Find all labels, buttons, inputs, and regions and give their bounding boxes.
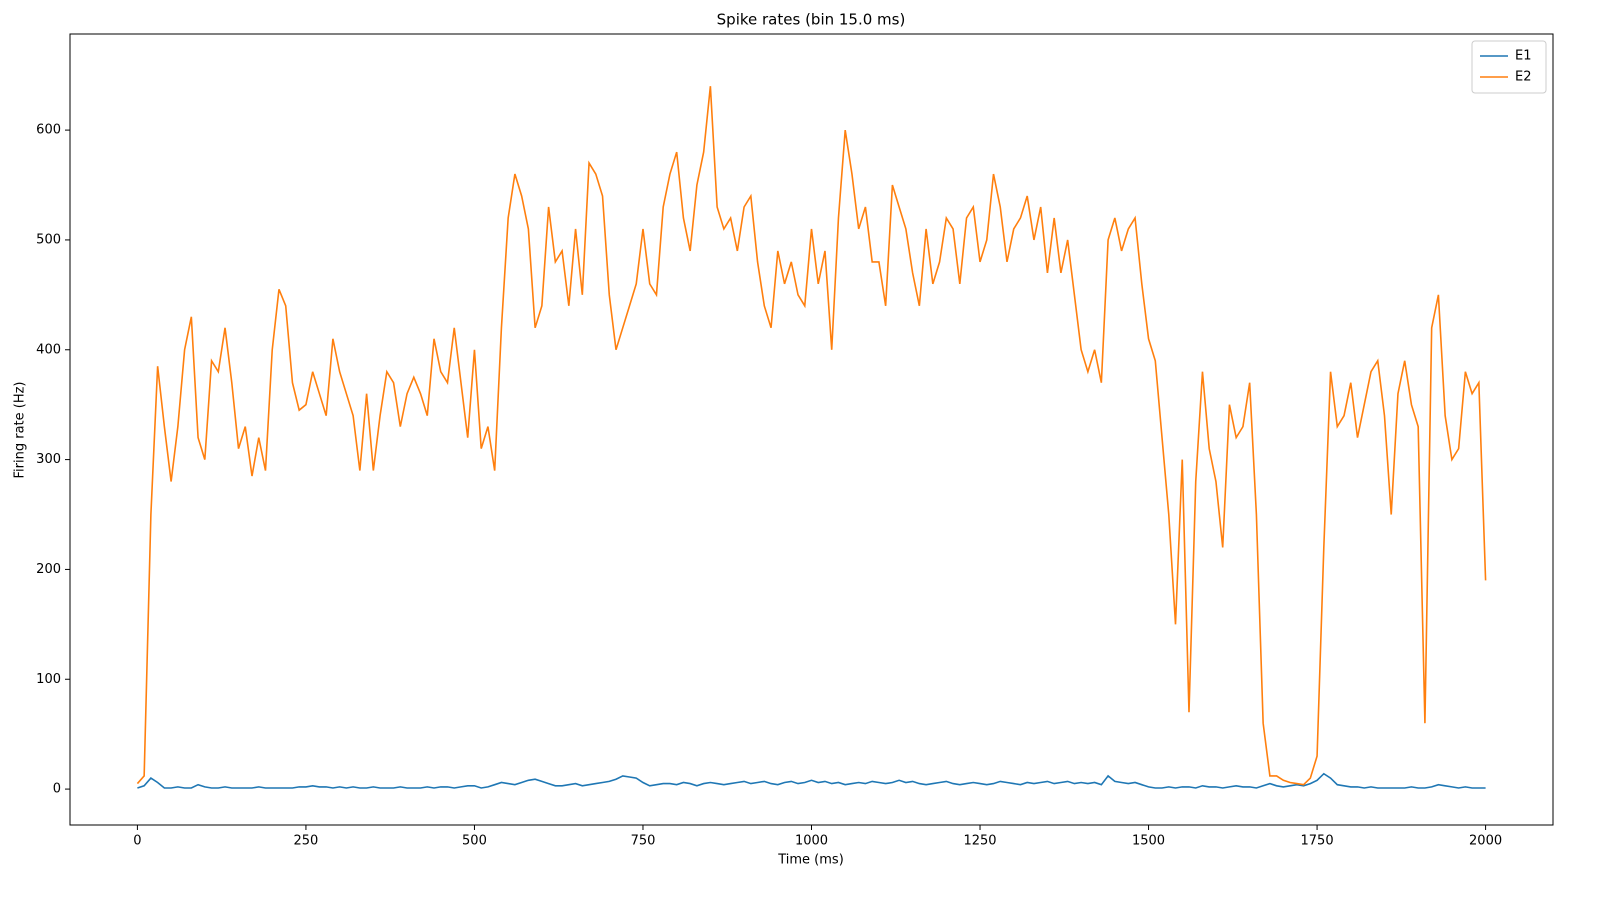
x-tick-label: 1500 bbox=[1132, 834, 1165, 849]
y-tick-label: 300 bbox=[36, 452, 61, 467]
x-tick-label: 250 bbox=[294, 834, 319, 849]
x-tick-label: 500 bbox=[462, 834, 487, 849]
plot-area bbox=[69, 33, 1554, 826]
x-axis-label: Time (ms) bbox=[777, 853, 844, 868]
legend-label: E2 bbox=[1515, 70, 1532, 85]
x-tick-label: 1750 bbox=[1301, 834, 1334, 849]
legend-box bbox=[1471, 40, 1547, 94]
y-tick-label: 400 bbox=[36, 342, 61, 357]
chart-title: Spike rates (bin 15.0 ms) bbox=[717, 11, 906, 29]
x-tick-label: 2000 bbox=[1469, 834, 1502, 849]
y-tick-label: 0 bbox=[53, 782, 61, 797]
x-tick-label: 1250 bbox=[963, 834, 996, 849]
y-tick-label: 200 bbox=[36, 562, 61, 577]
line-series bbox=[136, 86, 1487, 786]
x-tick-label: 750 bbox=[631, 834, 656, 849]
y-axis-label: Firing rate (Hz) bbox=[13, 381, 28, 478]
y-tick-label: 500 bbox=[36, 232, 61, 247]
legend-label: E1 bbox=[1515, 49, 1532, 64]
x-tick-label: 1000 bbox=[795, 834, 828, 849]
y-tick-label: 100 bbox=[36, 672, 61, 687]
y-tick-label: 600 bbox=[36, 123, 61, 138]
x-tick-label: 0 bbox=[133, 834, 141, 849]
line-series bbox=[137, 772, 1486, 789]
